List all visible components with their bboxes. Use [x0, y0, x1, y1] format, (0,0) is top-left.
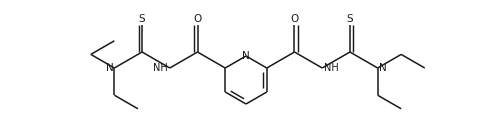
Text: O: O — [193, 14, 202, 24]
Text: NH: NH — [324, 63, 339, 73]
Text: N: N — [379, 63, 386, 73]
Text: N: N — [242, 51, 250, 61]
Text: NH: NH — [153, 63, 168, 73]
Text: O: O — [290, 14, 299, 24]
Text: S: S — [139, 14, 146, 24]
Text: N: N — [106, 63, 113, 73]
Text: S: S — [346, 14, 353, 24]
